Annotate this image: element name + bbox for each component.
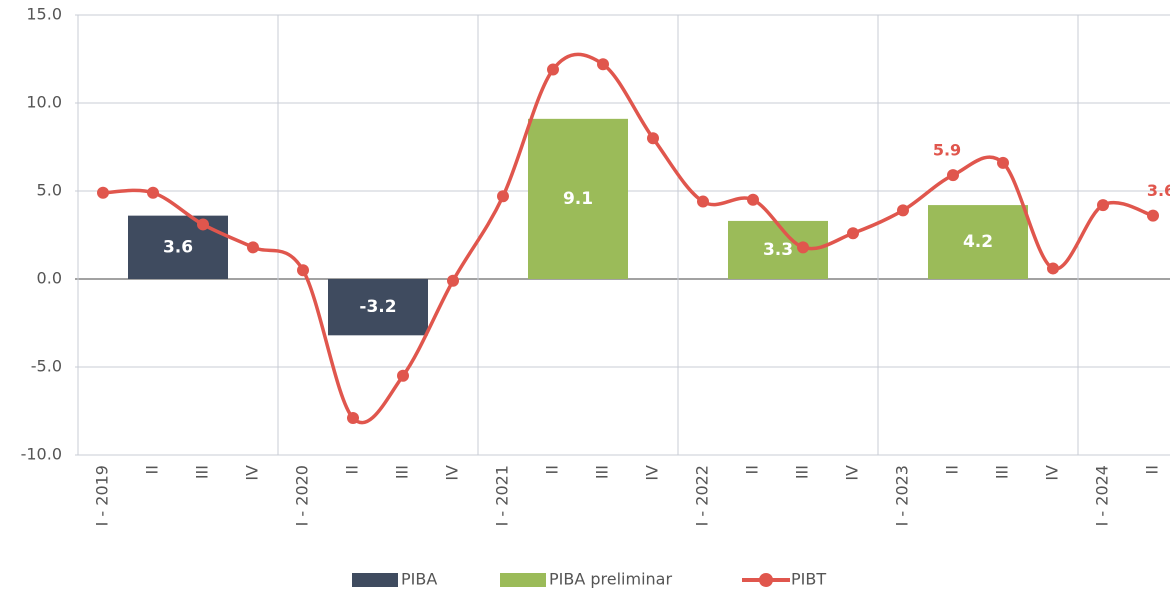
- point: [597, 58, 609, 71]
- point: [247, 241, 259, 254]
- point-label: 5.9: [933, 141, 961, 160]
- point: [697, 195, 709, 208]
- x-tick-label: II: [943, 465, 962, 474]
- point-label: 3.6: [1147, 181, 1170, 200]
- bar-label: 3.3: [763, 240, 793, 260]
- x-tick-label: IV: [1043, 465, 1062, 481]
- x-tick-label: III: [993, 465, 1012, 479]
- x-tick-label: IV: [243, 465, 262, 481]
- point: [497, 190, 509, 203]
- x-tick-label: I - 2020: [293, 465, 312, 526]
- y-tick-label: 5.0: [37, 181, 62, 200]
- x-tick-label: III: [393, 465, 412, 479]
- x-tick-label: III: [193, 465, 212, 479]
- point: [1147, 209, 1159, 222]
- point: [397, 369, 409, 382]
- point: [447, 274, 459, 287]
- point: [347, 412, 359, 425]
- legend-label: PIBT: [791, 570, 826, 589]
- x-tick-label: I - 2024: [1093, 465, 1112, 526]
- y-tick-label: -5.0: [31, 357, 62, 376]
- y-tick-label: -10.0: [21, 445, 62, 464]
- x-tick-label: II: [543, 465, 562, 474]
- point: [147, 186, 159, 199]
- point: [947, 169, 959, 182]
- x-tick-label: IV: [643, 465, 662, 481]
- x-tick-label: II: [143, 465, 162, 474]
- bar: [528, 118, 628, 279]
- point: [1047, 262, 1059, 275]
- legend-swatch: [759, 573, 773, 587]
- bar-label: -3.2: [359, 297, 396, 317]
- legend-label: PIBA preliminar: [549, 570, 672, 589]
- x-tick-label: I - 2022: [693, 465, 712, 526]
- point: [797, 241, 809, 254]
- x-tick-label: II: [343, 465, 362, 474]
- bar: [128, 215, 228, 279]
- point: [647, 132, 659, 145]
- bar-label: 4.2: [963, 232, 993, 252]
- point: [897, 204, 909, 217]
- point: [997, 156, 1009, 169]
- point: [197, 218, 209, 231]
- legend-label: PIBA: [401, 570, 437, 589]
- x-tick-label: I - 2023: [893, 465, 912, 526]
- bar: [328, 279, 428, 336]
- x-tick-label: III: [593, 465, 612, 479]
- bar: [928, 205, 1028, 279]
- x-tick-label: III: [793, 465, 812, 479]
- point: [847, 227, 859, 240]
- legend-swatch: [352, 573, 398, 587]
- point: [1097, 199, 1109, 212]
- x-tick-label: I - 2019: [93, 465, 112, 526]
- x-tick-label: IV: [843, 465, 862, 481]
- bar-label: 9.1: [563, 189, 593, 209]
- y-tick-label: 15.0: [26, 5, 62, 24]
- y-tick-label: 10.0: [26, 93, 62, 112]
- point: [297, 264, 309, 277]
- point: [97, 186, 109, 199]
- bar-label: 3.6: [163, 237, 193, 257]
- x-tick-label: II: [743, 465, 762, 474]
- x-tick-label: I - 2021: [493, 465, 512, 526]
- y-tick-label: 0.0: [37, 269, 62, 288]
- x-tick-label: II: [1143, 465, 1162, 474]
- point: [547, 63, 559, 76]
- legend-swatch: [500, 573, 546, 587]
- point: [747, 193, 759, 206]
- x-tick-label: IV: [443, 465, 462, 481]
